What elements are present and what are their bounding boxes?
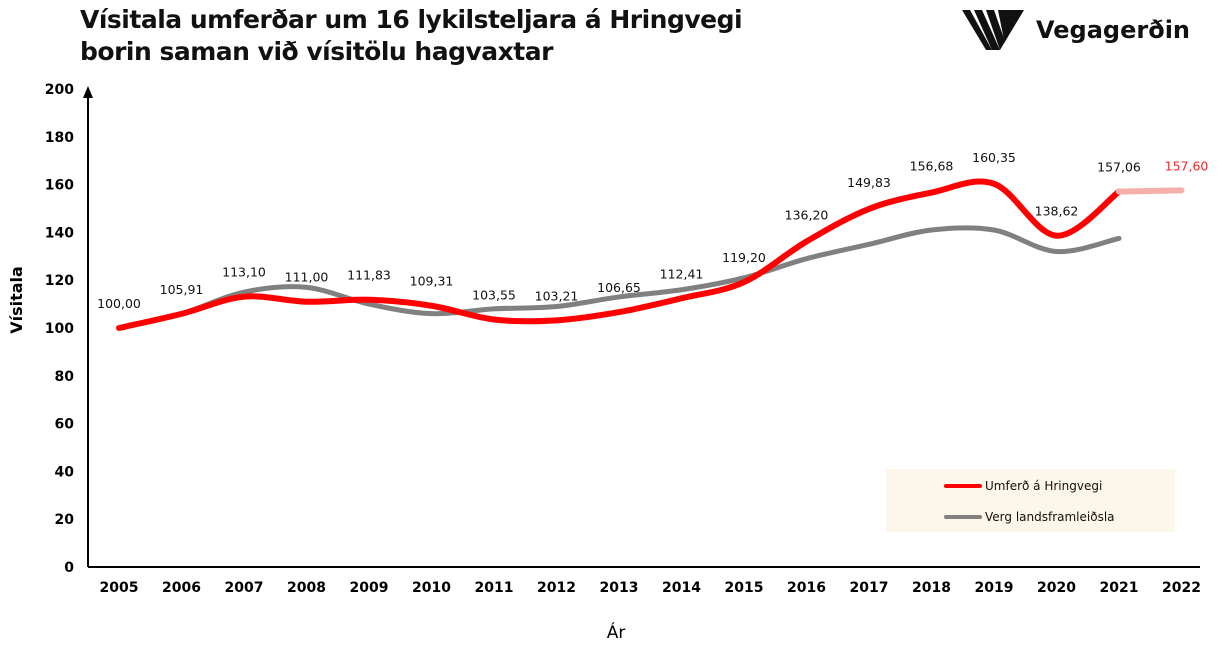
y-tick-label: 160 [45,178,74,194]
data-label: 160,35 [972,150,1016,165]
x-tick-label: 2006 [162,580,201,596]
data-label: 136,20 [785,207,829,222]
x-tick-label: 2020 [1037,580,1076,596]
data-label: 119,20 [722,250,766,265]
title-line-2: borin saman við vísitölu hagvaxtar [80,37,553,66]
data-label: 100,00 [97,296,141,311]
legend-box [886,469,1175,532]
x-tick-label: 2012 [537,580,576,596]
x-tick-label: 2009 [350,580,389,596]
data-label: 113,10 [222,265,266,280]
data-label: 138,62 [1035,204,1079,219]
chart-title: Vísitala umferðar um 16 lykilsteljara á … [80,4,743,68]
y-tick-label: 20 [55,512,75,528]
y-tick-label: 120 [45,273,74,289]
y-tick-label: 60 [55,417,75,433]
x-tick-label: 2019 [975,580,1014,596]
x-tick-label: 2022 [1162,580,1201,596]
x-tick-label: 2008 [287,580,326,596]
data-label: 103,21 [535,288,579,303]
series-line-traffic [116,178,1122,331]
legend-label: Verg landsframleiðsla [985,510,1115,524]
title-line-1: Vísitala umferðar um 16 lykilsteljara á … [80,5,743,34]
x-tick-label: 2015 [725,580,764,596]
x-tick-label: 2017 [850,580,889,596]
data-label: 103,55 [472,288,516,303]
x-tick-label: 2016 [787,580,826,596]
striped-v-logo-icon [962,10,1024,50]
data-label: 157,06 [1097,160,1141,175]
legend-label: Umferð á Hringvegi [985,479,1102,493]
series-line-gdp [116,225,1122,331]
y-axis-arrow [83,86,93,98]
x-tick-label: 2018 [912,580,951,596]
data-label: 157,60 [1165,158,1209,173]
data-label: 106,65 [597,280,641,295]
logo: Vegagerðin [962,10,1190,50]
y-tick-label: 140 [45,225,74,241]
data-label: 156,68 [910,159,954,174]
data-label: 105,91 [160,282,204,297]
data-label: 149,83 [847,175,891,190]
x-tick-label: 2010 [412,580,451,596]
y-tick-label: 180 [45,130,74,146]
y-axis-title: Vísitala [7,266,26,334]
x-tick-label: 2021 [1100,580,1139,596]
x-tick-label: 2007 [225,580,264,596]
x-tick-label: 2011 [475,580,514,596]
y-tick-label: 100 [45,321,74,337]
x-tick-label: 2013 [600,580,639,596]
y-tick-label: 200 [45,82,74,98]
series-line-traffic-forecast [1116,187,1185,195]
data-label: 111,83 [347,268,391,283]
logo-text: Vegagerðin [1036,16,1191,44]
y-tick-label: 80 [55,369,75,385]
data-label: 109,31 [410,274,454,289]
data-label: 111,00 [285,270,329,285]
data-label: 112,41 [660,266,704,281]
x-tick-label: 2005 [100,580,139,596]
y-tick-label: 0 [64,560,74,576]
y-tick-label: 40 [55,464,75,480]
x-axis-title: Ár [607,621,626,643]
x-tick-label: 2014 [662,580,701,596]
